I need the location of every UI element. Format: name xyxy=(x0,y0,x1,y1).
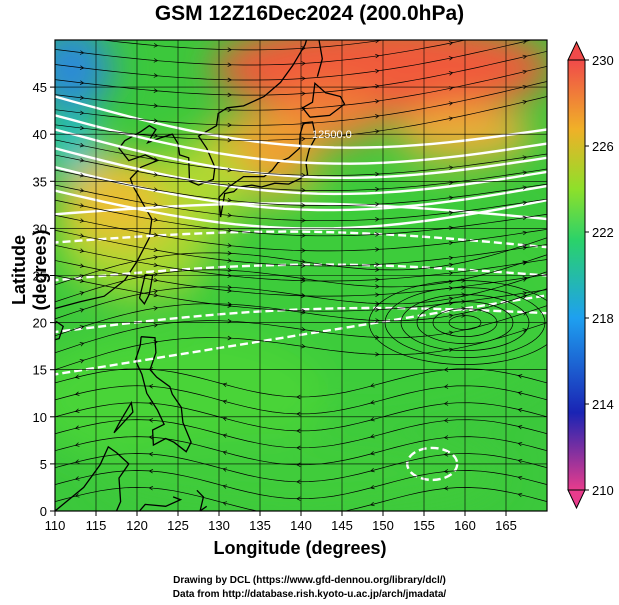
y-tick-label: 40 xyxy=(33,127,47,142)
y-tick-label: 30 xyxy=(33,221,47,236)
x-tick-label: 130 xyxy=(208,518,230,533)
contour-label: 12500.0 xyxy=(312,129,352,141)
y-axis-label: Latitude (degrees) xyxy=(9,229,50,311)
colorbar-label: 230 xyxy=(592,53,614,68)
colorbar-label: 214 xyxy=(592,397,614,412)
grid-lines xyxy=(55,40,547,511)
x-tick-label: 155 xyxy=(413,518,435,533)
x-axis-ticks: 110 115 120 125 130 135 140 145 150 155 160 165 xyxy=(45,511,517,533)
x-tick-label: 160 xyxy=(454,518,476,533)
x-tick-label: 165 xyxy=(495,518,517,533)
y-axis-ticks: 0 5 10 15 20 25 30 35 40 45 xyxy=(33,80,55,519)
y-tick-label: 5 xyxy=(40,457,47,472)
credit-data-source: Data from http://database.rish.kyoto-u.a… xyxy=(172,589,447,600)
x-tick-label: 145 xyxy=(331,518,353,533)
colorbar-label: 222 xyxy=(592,225,614,240)
colorbar-label: 218 xyxy=(592,311,614,326)
y-tick-label: 15 xyxy=(33,363,47,378)
x-tick-label: 140 xyxy=(290,518,312,533)
chart-title: GSM 12Z16Dec2024 (200.0hPa) xyxy=(154,2,465,25)
y-tick-label: 35 xyxy=(33,174,47,189)
y-tick-label: 10 xyxy=(33,410,47,425)
x-tick-label: 125 xyxy=(167,518,189,533)
colorbar-label: 226 xyxy=(592,139,614,154)
y-tick-label: 0 xyxy=(40,504,47,519)
credit-dcl: Drawing by DCL (https://www.gfd-dennou.o… xyxy=(173,575,446,586)
y-tick-label: 25 xyxy=(33,269,47,284)
x-axis-label: Longitude (degrees) xyxy=(213,538,387,558)
x-tick-label: 110 xyxy=(45,518,66,533)
colorbar-label: 210 xyxy=(592,483,614,498)
colorbar: 230 226 222 218 214 210 xyxy=(567,40,614,510)
x-tick-label: 135 xyxy=(249,518,271,533)
temperature-field: 12500.0 xyxy=(55,40,547,511)
wind-streamlines xyxy=(55,40,547,511)
y-tick-label: 20 xyxy=(33,316,47,331)
x-tick-label: 120 xyxy=(126,518,148,533)
x-tick-label: 150 xyxy=(372,518,394,533)
y-tick-label: 45 xyxy=(33,80,47,95)
x-tick-label: 115 xyxy=(86,518,107,533)
